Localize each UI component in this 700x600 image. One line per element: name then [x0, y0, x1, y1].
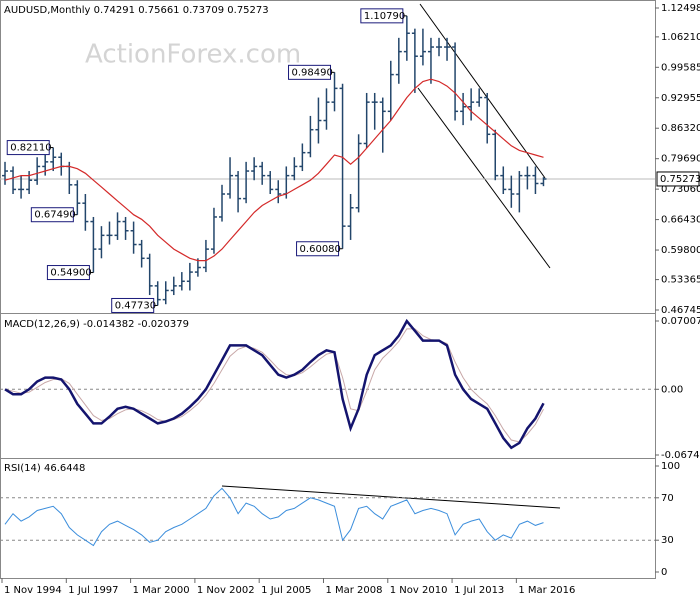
- header-close: 0.75273: [227, 5, 268, 16]
- x-tick-label: 1 Mar 2008: [325, 585, 382, 596]
- symbol: AUDUSD,Monthly: [4, 5, 91, 16]
- y-tick-label: 0.66430: [661, 215, 700, 226]
- y-tick-label: 1.06210: [661, 32, 700, 43]
- annotation-box: [296, 241, 340, 257]
- signal-line: [4, 328, 544, 443]
- macd-line: [4, 318, 545, 450]
- annotation-box: [111, 297, 155, 313]
- x-tick-label: 1 Mar 2016: [518, 585, 575, 596]
- current-price-box: [656, 171, 700, 187]
- rsi-last: 46.6448: [44, 463, 85, 474]
- rsi-trendline: [221, 485, 561, 509]
- current-price-label: 0.75273: [660, 174, 700, 185]
- annotation-box: [30, 207, 74, 223]
- x-tick-label: 1 Nov 2010: [390, 585, 448, 596]
- x-tick-label: 1 Nov 2002: [197, 585, 255, 596]
- macd-last: -0.014382: [83, 319, 134, 330]
- annotation-box: [6, 140, 50, 156]
- x-tick-label: 1 Nov 1994: [4, 585, 62, 596]
- x-tick-label: 1 Mar 2000: [133, 585, 190, 596]
- x-tick-label: 1 Jul 2013: [454, 585, 504, 596]
- watermark: ActionForex.com: [85, 40, 301, 70]
- y-tick-label: 0.79690: [661, 154, 700, 165]
- annotation-label: 0.82110: [10, 143, 51, 154]
- rsi-title: RSI(14): [4, 463, 41, 474]
- y-tick-label: 0.46745: [661, 305, 700, 316]
- annotation-box: [46, 265, 90, 281]
- header-low: 0.73709: [183, 5, 224, 16]
- channel-line: [417, 87, 551, 269]
- annotation-label: 0.60080: [300, 244, 341, 255]
- rsi-line: [4, 487, 544, 547]
- y-tick-label: 70: [661, 493, 674, 504]
- x-tick-label: 1 Jul 1997: [68, 585, 118, 596]
- annotation-box: [288, 64, 332, 80]
- y-tick-label: 0.59800: [661, 245, 700, 256]
- y-tick-label: 0.92955: [661, 93, 700, 104]
- y-tick-label: 0.99585: [661, 62, 700, 73]
- moving-average: [4, 78, 544, 262]
- rsi-header: RSI(14) 46.6448: [4, 463, 85, 474]
- macd-title: MACD(12,26,9): [4, 319, 80, 330]
- y-tick-label: 0.86320: [661, 123, 700, 134]
- annotation-label: 0.98490: [292, 67, 333, 78]
- y-tick-label: 100: [661, 461, 680, 472]
- y-tick-label: -0.067423: [661, 450, 700, 461]
- annotation-box: [360, 8, 404, 24]
- annotation-label: 0.54900: [50, 268, 91, 279]
- annotation-label: 0.47730: [115, 300, 156, 311]
- header-open: 0.74291: [94, 5, 135, 16]
- y-tick-label: 1.12498: [661, 3, 700, 14]
- macd-header: MACD(12,26,9) -0.014382 -0.020379: [4, 319, 189, 330]
- plot-frame: [0, 0, 656, 579]
- channel-line: [419, 3, 546, 179]
- price-header: AUDUSD,Monthly 0.74291 0.75661 0.73709 0…: [4, 5, 269, 16]
- header-high: 0.75661: [138, 5, 179, 16]
- y-tick-label: 0.070071: [661, 316, 700, 327]
- y-tick-label: 0.73060: [661, 184, 700, 195]
- y-tick-label: 30: [661, 535, 674, 546]
- annotation-label: 1.10790: [364, 11, 405, 22]
- annotation-label: 0.67490: [34, 210, 75, 221]
- y-tick-label: 0.00: [661, 384, 683, 395]
- x-tick-label: 1 Jul 2005: [261, 585, 311, 596]
- signal-last: -0.020379: [138, 319, 189, 330]
- y-tick-label: 0: [661, 567, 667, 578]
- y-tick-label: 0.53365: [661, 275, 700, 286]
